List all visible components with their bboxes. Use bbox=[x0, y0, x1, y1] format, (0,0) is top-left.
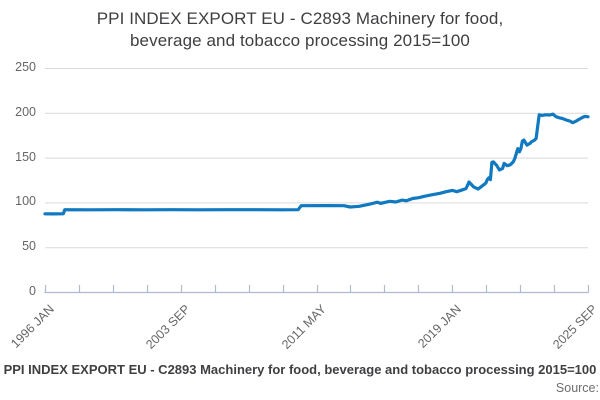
y-axis-tick-label: 150 bbox=[15, 149, 36, 164]
y-axis: 0 50 100 150 200 250 bbox=[2, 0, 36, 300]
y-axis-tick-label: 250 bbox=[15, 60, 36, 74]
chart-caption: PPI INDEX EXPORT EU - C2893 Machinery fo… bbox=[3, 362, 597, 377]
y-axis-tick-label: 0 bbox=[29, 284, 36, 298]
source-label: Source: bbox=[555, 381, 599, 395]
data-line bbox=[43, 112, 590, 216]
y-axis-tick-label: 50 bbox=[22, 239, 36, 254]
y-axis-tick-label: 100 bbox=[15, 194, 36, 209]
caption-row: PPI INDEX EXPORT EU - C2893 Machinery fo… bbox=[0, 362, 600, 382]
x-axis: 1996 JAN 2003 SEP 2011 MAY 2019 JAN 2025 SEP bbox=[0, 0, 600, 352]
y-axis-tick-label: 200 bbox=[15, 104, 36, 119]
chart-title: PPI INDEX EXPORT EU - C2893 Machinery fo… bbox=[96, 9, 504, 51]
